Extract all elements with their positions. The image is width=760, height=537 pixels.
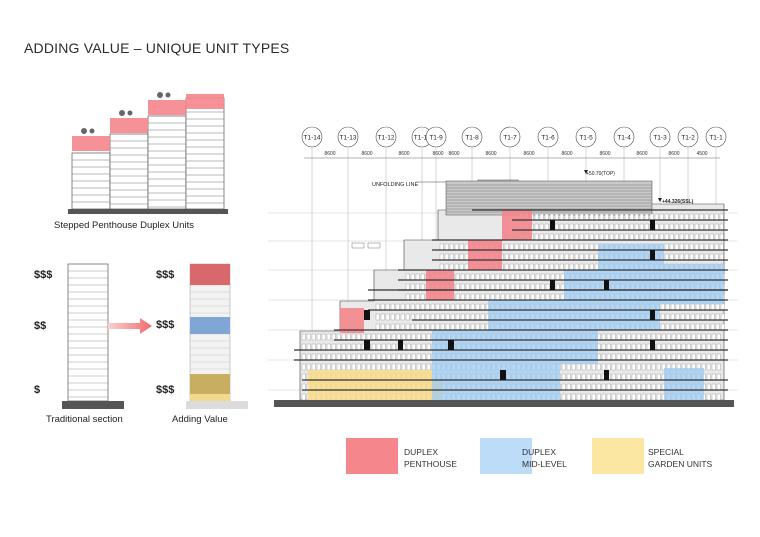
dimension-label: 8600 (599, 151, 610, 157)
legend-penthouse-line1: DUPLEX (404, 447, 439, 457)
ground-line (274, 400, 734, 407)
grid-bubble (649, 126, 671, 148)
dimension-label: 8600 (485, 151, 496, 157)
dimension-label: 8600 (324, 151, 335, 157)
grid-label: T1-1 (709, 135, 723, 142)
page-title: ADDING VALUE – UNIQUE UNIT TYPES (24, 40, 290, 56)
grid-bubble (705, 126, 727, 148)
grid-label: T1-5 (579, 135, 593, 142)
grid-bubble (461, 126, 483, 148)
grid-label: T1-9 (429, 135, 443, 142)
legend-swatch-midlevel (480, 438, 532, 474)
dimension-label: 8600 (636, 151, 647, 157)
penthouse-highlights (72, 94, 224, 151)
grid-axes: T1-14 T1-13 T1-12 T1-11 T1-9 T1-8 T1-7 T1-6 T1-5… (301, 126, 727, 400)
grid-bubble (499, 126, 521, 148)
grid-label: T1-3 (653, 135, 667, 142)
legend-garden-line1: SPECIAL (648, 447, 684, 457)
traditional-section-diagram (62, 263, 124, 409)
grid-label: T1-4 (617, 135, 631, 142)
legend-label-penthouse: DUPLEX PENTHOUSE (404, 446, 457, 470)
dimension-label: 8600 (668, 151, 679, 157)
adding-caption: Adding Value (172, 414, 228, 425)
legend-midlevel-line2: MID-LEVEL (522, 459, 567, 469)
price-top-adding: $$$ (156, 269, 175, 281)
price-bottom-adding: $$$ (156, 384, 175, 396)
dimension-label: 8600 (448, 151, 459, 157)
legend-midlevel-line1: DUPLEX (522, 447, 557, 457)
dimension-label: 8600 (523, 151, 534, 157)
grid-bubble (537, 126, 559, 148)
legend-garden-line2: GARDEN UNITS (648, 459, 713, 469)
terrace-people-icons (81, 92, 171, 134)
dimension-label: 8600 (432, 151, 443, 157)
price-mid-traditional: $$ (34, 320, 47, 332)
grid-label: T1-14 (304, 135, 321, 142)
grid-bubble (575, 126, 597, 148)
grid-bubble (301, 126, 323, 148)
penthouse-units-zone (340, 210, 532, 333)
grid-bubble (677, 126, 699, 148)
level-ssl-label: +44.326(SSL) (662, 199, 694, 205)
penthouse-block (190, 264, 230, 285)
legend-penthouse-line2: PENTHOUSE (404, 459, 457, 469)
unfolding-line-label: UNFOLDING LINE (372, 182, 418, 188)
legend-swatch-garden (592, 438, 644, 474)
dimension-labels: 8600 8600 8600 8600 8600 8600 8600 8600 8600 8600… (324, 151, 707, 157)
adding-value-diagram (186, 263, 248, 409)
arrow-right-icon (108, 318, 152, 334)
dimension-label: 8600 (398, 151, 409, 157)
grid-label: T1-12 (378, 135, 395, 142)
traditional-caption: Traditional section (46, 414, 123, 425)
grid-label: T1-7 (503, 135, 517, 142)
stepped-ground (68, 209, 228, 214)
grid-bubble (613, 126, 635, 148)
stepped-building (71, 97, 225, 210)
midlevel-units-zone (432, 244, 724, 400)
floor-lines (72, 104, 224, 208)
dimension-label: 8600 (361, 151, 372, 157)
garden-block (190, 374, 230, 394)
price-bottom-traditional: $ (34, 384, 41, 396)
dimension-label: 8600 (561, 151, 572, 157)
garden-units-zone (308, 370, 442, 400)
price-mid-adding: $$$ (156, 319, 175, 331)
level-top-label: +50.70(TOP) (586, 171, 615, 177)
grid-bubble (337, 126, 359, 148)
grid-bubble (425, 126, 447, 148)
balcony-slabs (294, 209, 728, 391)
stepped-penthouse-diagram (68, 92, 228, 214)
building-elevation: T1-14 T1-13 T1-12 T1-11 T1-9 T1-8 T1-7 T1-6 T1-5… (268, 126, 738, 407)
grid-label: T1-2 (681, 135, 695, 142)
grid-label: T1-13 (340, 135, 357, 142)
grid-label: T1-6 (541, 135, 555, 142)
dimension-label: 4500 (696, 151, 707, 157)
legend-label-midlevel: DUPLEX MID-LEVEL (522, 446, 567, 470)
roof-crown (445, 180, 653, 216)
price-top-traditional: $$$ (34, 269, 53, 281)
grid-label: T1-8 (465, 135, 479, 142)
annotation-tags (351, 242, 381, 249)
legend-swatch-penthouse (346, 438, 398, 474)
stepped-caption: Stepped Penthouse Duplex Units (54, 220, 194, 231)
grid-label: T1-11 (414, 135, 431, 142)
grid-bubble (375, 126, 397, 148)
legend-label-garden: SPECIAL GARDEN UNITS (648, 446, 712, 470)
midlevel-block (190, 317, 230, 334)
black-column-markers (364, 220, 655, 380)
